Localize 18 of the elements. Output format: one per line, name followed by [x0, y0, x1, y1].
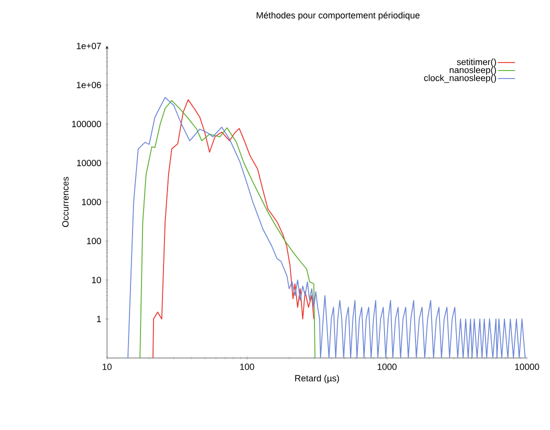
x-tick-label: 10000: [515, 364, 540, 370]
y-tick-label: 10000: [77, 160, 102, 166]
y-tick-label: 1e+06: [76, 82, 101, 88]
y-tick-label: 100000: [72, 120, 102, 128]
legend-label: setitimer(): [456, 58, 496, 67]
y-tick-label: 1: [97, 316, 101, 322]
y-axis-title: Occurrences: [62, 176, 69, 227]
legend-label: nanosleep(): [450, 66, 496, 75]
y-tick-label: 1000: [82, 198, 102, 206]
x-tick-label: 10: [102, 364, 112, 370]
x-tick-label: 100: [240, 364, 254, 370]
x-axis-title: Retard (µs): [295, 374, 339, 384]
x-tick-label: 1000: [378, 364, 397, 370]
chart-title: Méthodes pour comportement périodique: [256, 12, 420, 20]
legend-label: clock_nanosleep(): [424, 74, 496, 83]
y-tick-label: 10: [92, 276, 102, 284]
y-tick-label: 100: [87, 238, 102, 244]
y-tick-label: 1e+07: [76, 42, 101, 50]
